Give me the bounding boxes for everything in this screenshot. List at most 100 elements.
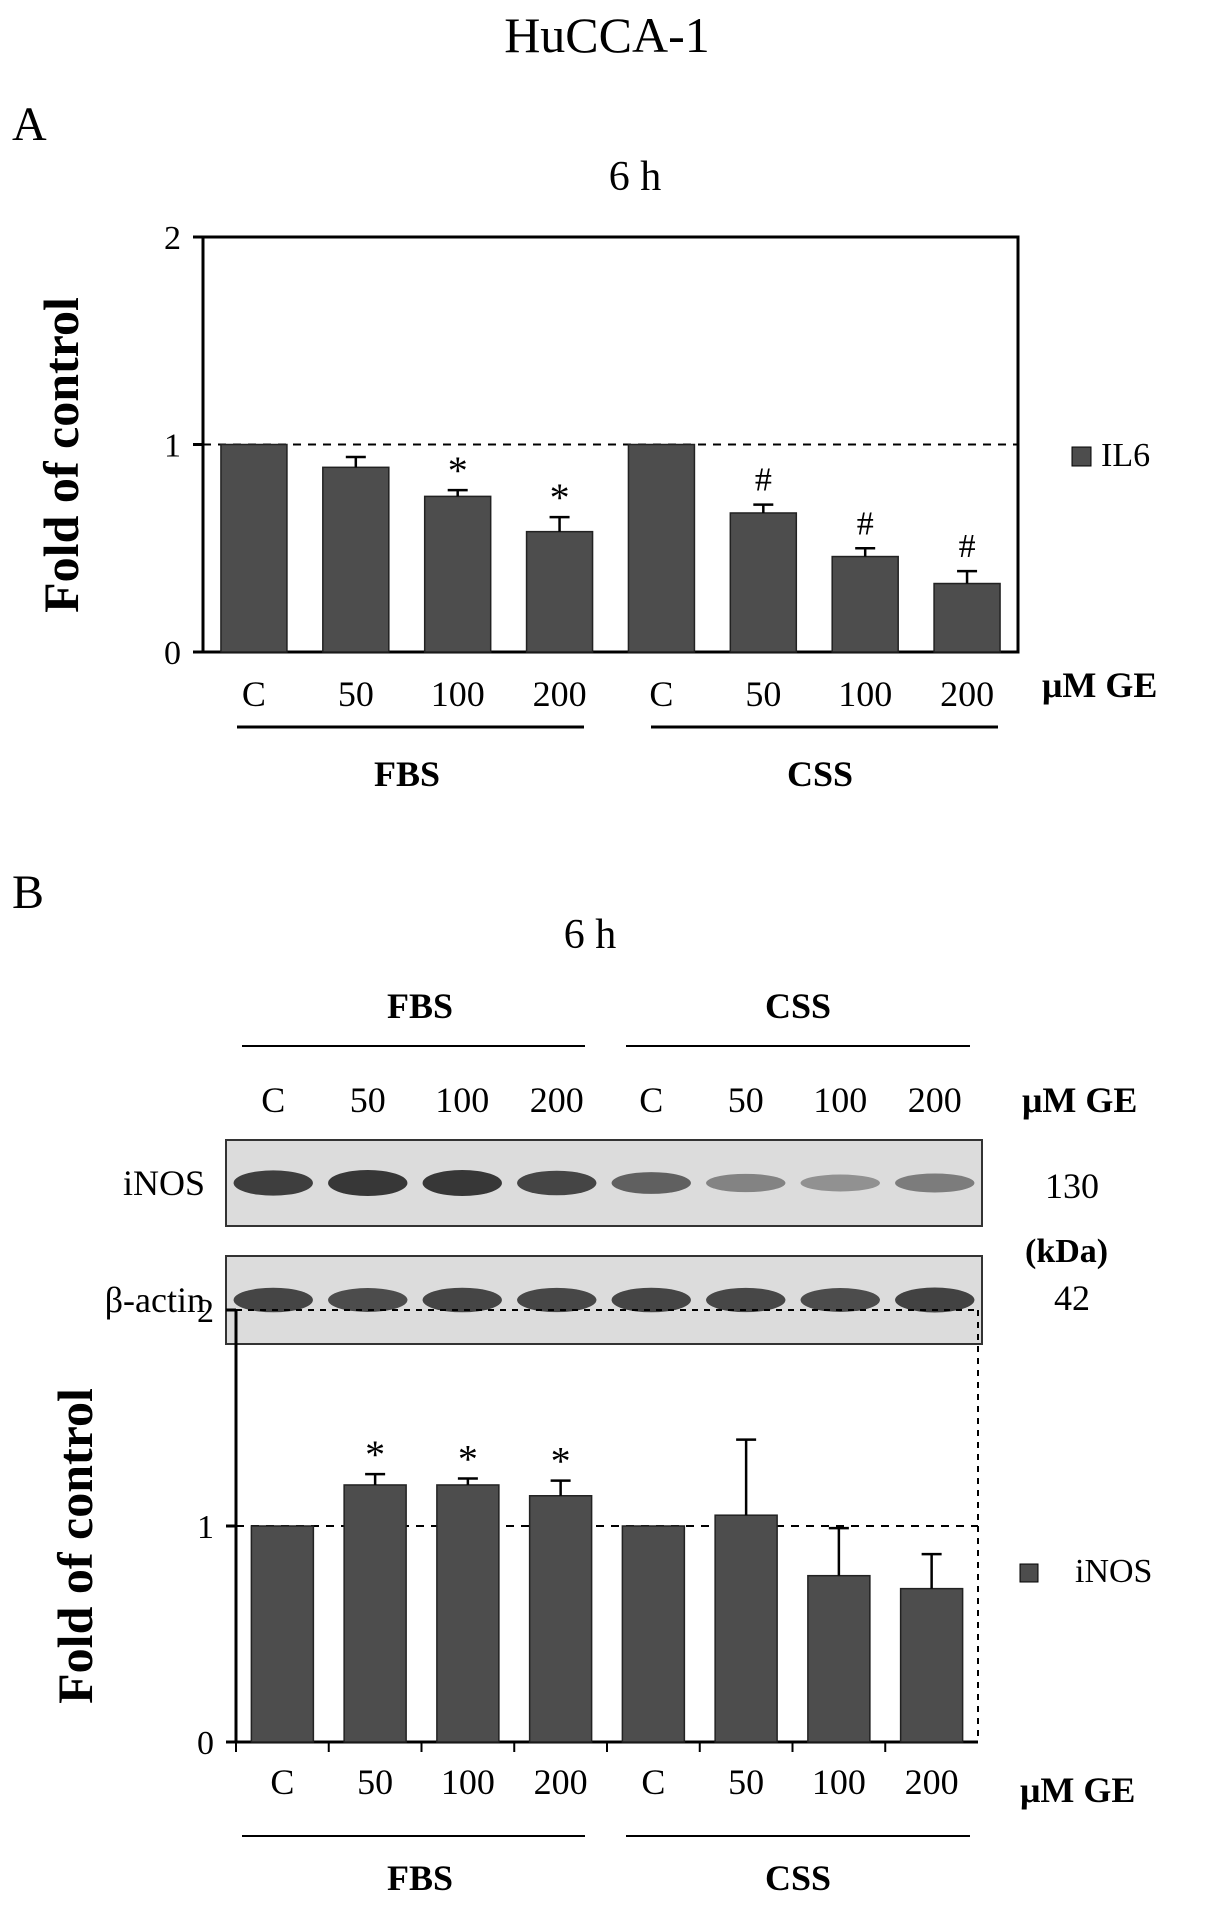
chart-a-ylabel: Fold of control bbox=[33, 297, 89, 613]
bar bbox=[831, 555, 899, 653]
chart-a-group-fbs: FBS bbox=[374, 754, 440, 794]
panel-a-label: A bbox=[12, 98, 47, 151]
blot-band bbox=[895, 1173, 975, 1193]
blot-lane-label: 200 bbox=[908, 1080, 962, 1120]
bar bbox=[714, 1514, 778, 1743]
x-tick-label: 100 bbox=[838, 674, 892, 714]
blot-band bbox=[706, 1173, 786, 1193]
x-tick-label: 100 bbox=[441, 1762, 495, 1802]
blot-band bbox=[422, 1287, 502, 1313]
blot-lane-label: C bbox=[261, 1080, 285, 1120]
blot-row-label: β-actin bbox=[105, 1280, 205, 1320]
y-tick-label: 1 bbox=[197, 1509, 214, 1546]
blot-band bbox=[611, 1287, 691, 1313]
blot-lane-label: 50 bbox=[728, 1080, 764, 1120]
bar bbox=[525, 530, 594, 653]
blot-band bbox=[800, 1174, 880, 1192]
bar bbox=[343, 1484, 407, 1743]
blot-band bbox=[233, 1170, 313, 1196]
blot-band bbox=[611, 1172, 691, 1194]
significance-marker: # bbox=[959, 528, 976, 565]
figure-title: HuCCA-1 bbox=[504, 7, 710, 63]
bar bbox=[423, 495, 492, 653]
x-tick-label: 100 bbox=[812, 1762, 866, 1802]
chart-b-legend-swatch bbox=[1019, 1563, 1039, 1583]
x-tick-label: C bbox=[242, 674, 266, 714]
blot-band bbox=[517, 1287, 597, 1313]
chart-b-xlabel: μM GE bbox=[1020, 1770, 1135, 1810]
blot-lane-label: 200 bbox=[530, 1080, 584, 1120]
blot-title: 6 h bbox=[564, 912, 617, 958]
chart-a-xlabel: μM GE bbox=[1042, 665, 1157, 705]
bar bbox=[621, 1525, 686, 1743]
chart-a-plot: 0 1 2 C 50 * 100 * 200 C #50 #100 #200 bbox=[164, 220, 1020, 714]
blot-kda-value: 42 bbox=[1054, 1278, 1090, 1318]
chart-b-plot: 0 1 2 C * 50 * 100 * 200 C 50 100 200 bbox=[197, 1293, 979, 1802]
chart-a-group-css: CSS bbox=[787, 754, 853, 794]
bar bbox=[436, 1484, 500, 1743]
chart-b: Fold of control 0 1 2 C * 50 * 100 * 200 C 50 100 200… bbox=[47, 1293, 1152, 1898]
significance-marker: * bbox=[550, 475, 570, 520]
y-tick-label: 2 bbox=[164, 220, 181, 257]
bar bbox=[729, 512, 798, 653]
panel-b-label: B bbox=[12, 866, 44, 919]
bar bbox=[627, 443, 696, 653]
blot-group-css: CSS bbox=[765, 986, 831, 1026]
bar bbox=[220, 443, 288, 653]
blot-lane-label: 50 bbox=[350, 1080, 386, 1120]
x-tick-label: 200 bbox=[940, 674, 994, 714]
blot-lane-labels: C 50 100 200 C 50 100 200 bbox=[261, 1080, 962, 1120]
blot-band bbox=[517, 1170, 597, 1196]
chart-a: 6 h Fold of control 0 1 2 C 50 * 100 * 200 C #50 #1… bbox=[33, 154, 1157, 794]
bar bbox=[807, 1574, 871, 1743]
blot: 6 h FBS CSS C 50 100 200 C 50 100 200 μM GE iNO… bbox=[105, 912, 1137, 1345]
significance-marker: * bbox=[551, 1439, 571, 1484]
x-tick-label: 100 bbox=[431, 674, 485, 714]
blot-row-label: iNOS bbox=[123, 1163, 205, 1203]
bar bbox=[528, 1495, 593, 1743]
significance-marker: # bbox=[755, 462, 772, 499]
x-tick-label: 50 bbox=[728, 1762, 764, 1802]
blot-band bbox=[895, 1287, 975, 1313]
blot-unit-label: μM GE bbox=[1022, 1080, 1137, 1120]
y-tick-label: 0 bbox=[164, 635, 181, 672]
bar bbox=[322, 466, 390, 653]
blot-group-fbs: FBS bbox=[387, 986, 453, 1026]
significance-marker: * bbox=[448, 448, 468, 493]
blot-lane-label: 100 bbox=[813, 1080, 867, 1120]
chart-b-group-css: CSS bbox=[765, 1858, 831, 1898]
chart-b-group-fbs: FBS bbox=[387, 1858, 453, 1898]
chart-a-legend-label: IL6 bbox=[1101, 437, 1150, 474]
blot-lane-label: C bbox=[639, 1080, 663, 1120]
significance-marker: * bbox=[458, 1436, 478, 1481]
x-tick-label: C bbox=[270, 1762, 294, 1802]
x-tick-label: 200 bbox=[905, 1762, 959, 1802]
chart-b-ylabel: Fold of control bbox=[47, 1388, 103, 1704]
bar bbox=[899, 1587, 964, 1743]
x-tick-label: 50 bbox=[745, 674, 781, 714]
blot-lane-label: 100 bbox=[435, 1080, 489, 1120]
blot-kda-value: 130 bbox=[1045, 1166, 1099, 1206]
x-tick-label: 200 bbox=[534, 1762, 588, 1802]
y-tick-label: 1 bbox=[164, 428, 181, 465]
significance-marker: * bbox=[365, 1432, 385, 1477]
blot-kda-unit: (kDa) bbox=[1025, 1233, 1108, 1270]
blot-band bbox=[706, 1287, 786, 1313]
blot-band bbox=[800, 1288, 880, 1312]
x-tick-label: C bbox=[641, 1762, 665, 1802]
bar bbox=[933, 582, 1001, 653]
blot-rows: iNOS 130 β-actin 42 bbox=[105, 1139, 1099, 1345]
significance-marker: # bbox=[857, 505, 874, 542]
chart-a-title: 6 h bbox=[609, 154, 662, 200]
blot-band bbox=[422, 1170, 502, 1196]
x-tick-label: C bbox=[649, 674, 673, 714]
y-tick-label: 2 bbox=[197, 1293, 214, 1330]
chart-a-legend-swatch bbox=[1071, 446, 1092, 467]
x-tick-label: 50 bbox=[338, 674, 374, 714]
x-tick-label: 200 bbox=[533, 674, 587, 714]
y-tick-label: 0 bbox=[197, 1725, 214, 1762]
blot-band bbox=[328, 1288, 408, 1312]
blot-band bbox=[328, 1170, 408, 1196]
chart-b-legend-label: iNOS bbox=[1075, 1553, 1152, 1590]
